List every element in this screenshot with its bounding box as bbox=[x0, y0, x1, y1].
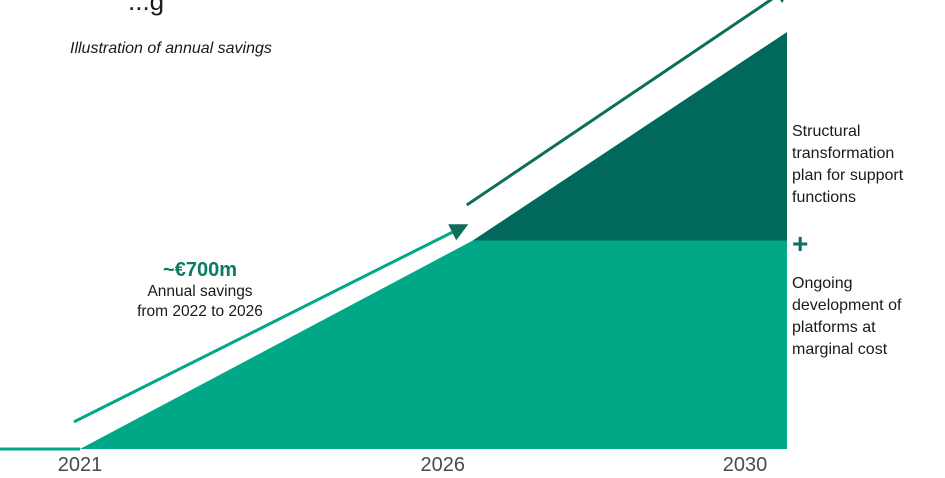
ongoing-label-line-1: Ongoing bbox=[792, 275, 853, 292]
x-tick-label-2026: 2026 bbox=[420, 454, 466, 476]
ongoing-development-label: Ongoing development of platforms at marg… bbox=[792, 273, 944, 361]
structural-transformation-area bbox=[472, 32, 787, 241]
savings-callout: ~€700m Annual savings from 2022 to 2026 bbox=[100, 258, 300, 322]
page-title-fragment: ...g bbox=[128, 0, 165, 16]
savings-value: ~€700m bbox=[163, 259, 237, 281]
savings-caption-line-1: Annual savings bbox=[147, 283, 253, 300]
ongoing-label-line-2: development of bbox=[792, 297, 902, 314]
structural-label-line-3: plan for support bbox=[792, 167, 904, 184]
growth-arrow-2021-2026 bbox=[73, 224, 469, 424]
chart-subtitle: Illustration of annual savings bbox=[70, 40, 272, 57]
savings-caption-line-2: from 2022 to 2026 bbox=[137, 303, 263, 320]
x-tick-label-2030: 2030 bbox=[722, 454, 768, 476]
structural-label-line-2: transformation bbox=[792, 145, 895, 162]
ongoing-label-line-4: marginal cost bbox=[792, 341, 888, 358]
plus-icon: + bbox=[792, 228, 809, 259]
ongoing-development-area bbox=[80, 240, 787, 449]
ongoing-label-line-3: platforms at bbox=[792, 319, 876, 336]
growth-arrow-2026-2030 bbox=[465, 0, 792, 207]
structural-transformation-label: Structural transformation plan for suppo… bbox=[792, 121, 944, 209]
structural-label-line-1: Structural bbox=[792, 123, 861, 140]
structural-label-line-4: functions bbox=[792, 189, 857, 206]
x-tick-label-2021: 2021 bbox=[57, 454, 103, 476]
